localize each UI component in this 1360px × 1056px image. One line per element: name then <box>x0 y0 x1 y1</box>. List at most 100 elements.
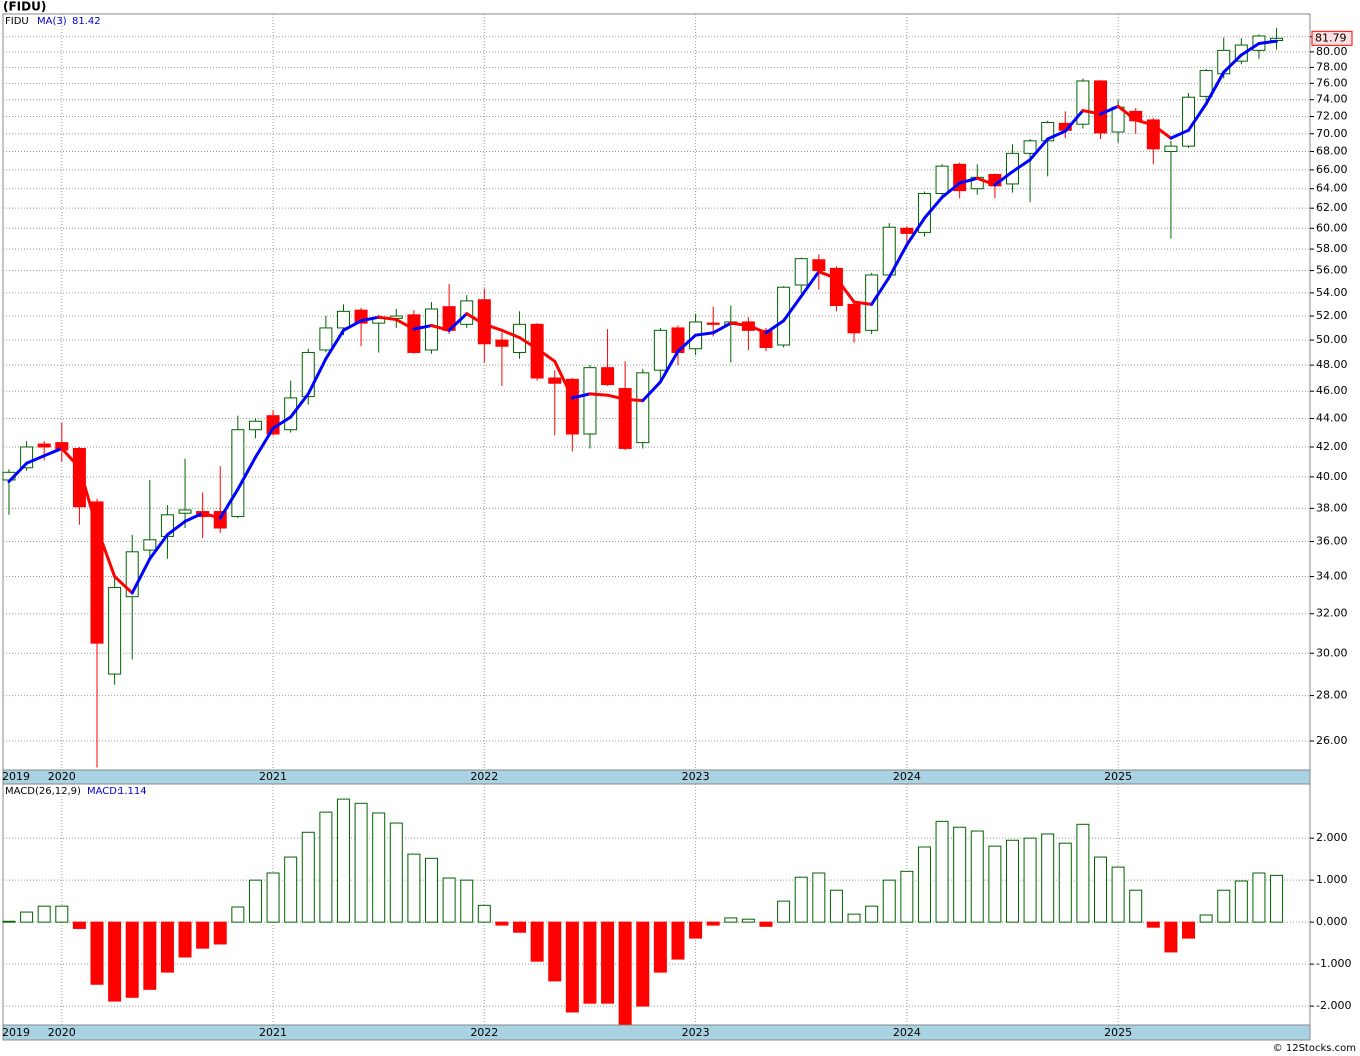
y-tick-label: 26.00 <box>1316 734 1348 747</box>
macd-bar <box>829 889 843 923</box>
ma-line <box>834 276 856 304</box>
candle-body <box>1093 80 1107 134</box>
macd-bar <box>1093 856 1107 923</box>
macd-bar <box>1129 889 1143 923</box>
macd-bar <box>847 913 861 923</box>
ma-line <box>940 181 962 199</box>
macd-bar <box>759 921 773 927</box>
macd-bar <box>777 900 791 923</box>
candle-body <box>900 227 914 234</box>
macd-bar <box>354 802 368 923</box>
y-tick-label: 36.00 <box>1316 534 1348 547</box>
candle-body <box>248 420 262 431</box>
candle-body <box>829 267 843 307</box>
macd-bar <box>882 879 896 923</box>
macd-bar <box>90 921 104 985</box>
macd-bar <box>513 921 527 933</box>
macd-bar <box>425 857 439 923</box>
macd-bar <box>706 921 720 926</box>
macd-bar <box>618 921 632 1025</box>
y-tick-label: 68.00 <box>1316 145 1348 158</box>
macd-bar <box>213 921 227 945</box>
macd-bar <box>460 879 474 923</box>
candle-body <box>108 586 122 675</box>
macd-bar <box>794 876 808 923</box>
ma-line <box>852 300 874 306</box>
y-tick-label: -2.000 <box>1316 999 1351 1012</box>
macd-bar <box>530 921 544 962</box>
macd-bar <box>1023 837 1037 923</box>
last-price-box <box>1311 30 1353 46</box>
macd-bar <box>1058 842 1072 923</box>
macd-bar <box>231 906 245 923</box>
ma-line <box>1046 129 1067 141</box>
ma-line <box>711 321 733 335</box>
ma-line <box>430 324 451 332</box>
ma-line <box>1151 123 1173 140</box>
y-tick-label: 64.00 <box>1316 182 1348 195</box>
macd-bar <box>689 921 703 939</box>
macd-bar <box>1234 880 1248 923</box>
ma-line <box>165 519 187 537</box>
ticker-legend: FIDU <box>5 16 29 27</box>
macd-bar <box>1164 921 1178 953</box>
candle-body <box>601 367 615 386</box>
ma-line <box>236 455 257 491</box>
macd-legend-value: 1.114 <box>118 786 147 797</box>
candle-body <box>231 429 245 517</box>
y-tick-label: 58.00 <box>1316 242 1348 255</box>
ma-line <box>1081 109 1102 116</box>
macd-bar <box>108 921 122 1002</box>
ma-line <box>518 336 539 351</box>
macd-bar <box>988 845 1002 923</box>
ma-line <box>641 380 662 403</box>
ma-line <box>271 415 293 430</box>
x-tick-label: 2020 <box>48 1026 76 1039</box>
x-tick-label: 2024 <box>893 770 921 783</box>
ma-line <box>764 319 786 335</box>
ma-line <box>606 393 627 401</box>
macd-bar <box>178 921 192 958</box>
ma-line <box>1010 158 1032 174</box>
macd-bar <box>1076 823 1090 923</box>
ma-line <box>570 392 592 400</box>
x-tick-label: 2022 <box>470 1026 498 1039</box>
macd-bar <box>1041 833 1055 923</box>
macd-bar <box>741 918 755 923</box>
y-tick-label: 38.00 <box>1316 501 1348 514</box>
macd-bar <box>389 822 403 923</box>
ma-line <box>1169 128 1191 140</box>
ma-line <box>183 511 205 523</box>
candle-body <box>812 259 826 272</box>
y-tick-label: 62.00 <box>1316 201 1348 214</box>
macd-bar <box>372 812 386 923</box>
macd-bar <box>1005 839 1019 923</box>
ma-line <box>905 216 926 247</box>
macd-bar <box>407 853 421 923</box>
macd-bar <box>125 921 139 998</box>
ma-line <box>817 270 838 280</box>
ma-line <box>922 195 944 220</box>
ma-line <box>394 318 416 331</box>
macd-bar <box>601 921 615 1004</box>
y-tick-label: 30.00 <box>1316 646 1348 659</box>
macd-bar <box>1217 889 1231 923</box>
ma-line <box>77 466 99 530</box>
candle-body <box>794 258 808 286</box>
ma-line <box>377 315 398 322</box>
ma-line <box>1187 102 1208 132</box>
y-tick-label: 80.00 <box>1316 45 1348 58</box>
macd-bar <box>917 846 931 923</box>
ma-line <box>588 392 610 397</box>
y-tick-label: 72.00 <box>1316 109 1348 122</box>
ma-line <box>658 349 680 384</box>
candle-body <box>706 322 720 325</box>
ma-line <box>289 392 310 419</box>
macd-bar <box>1146 921 1160 928</box>
ma-line <box>341 319 363 332</box>
macd-legend: MACD(26,12,9) <box>5 786 81 797</box>
ma-line <box>1257 39 1279 46</box>
y-tick-label: 52.00 <box>1316 309 1348 322</box>
last-price-label: 81.79 <box>1315 31 1347 44</box>
chart-title: (FIDU) <box>3 0 46 14</box>
